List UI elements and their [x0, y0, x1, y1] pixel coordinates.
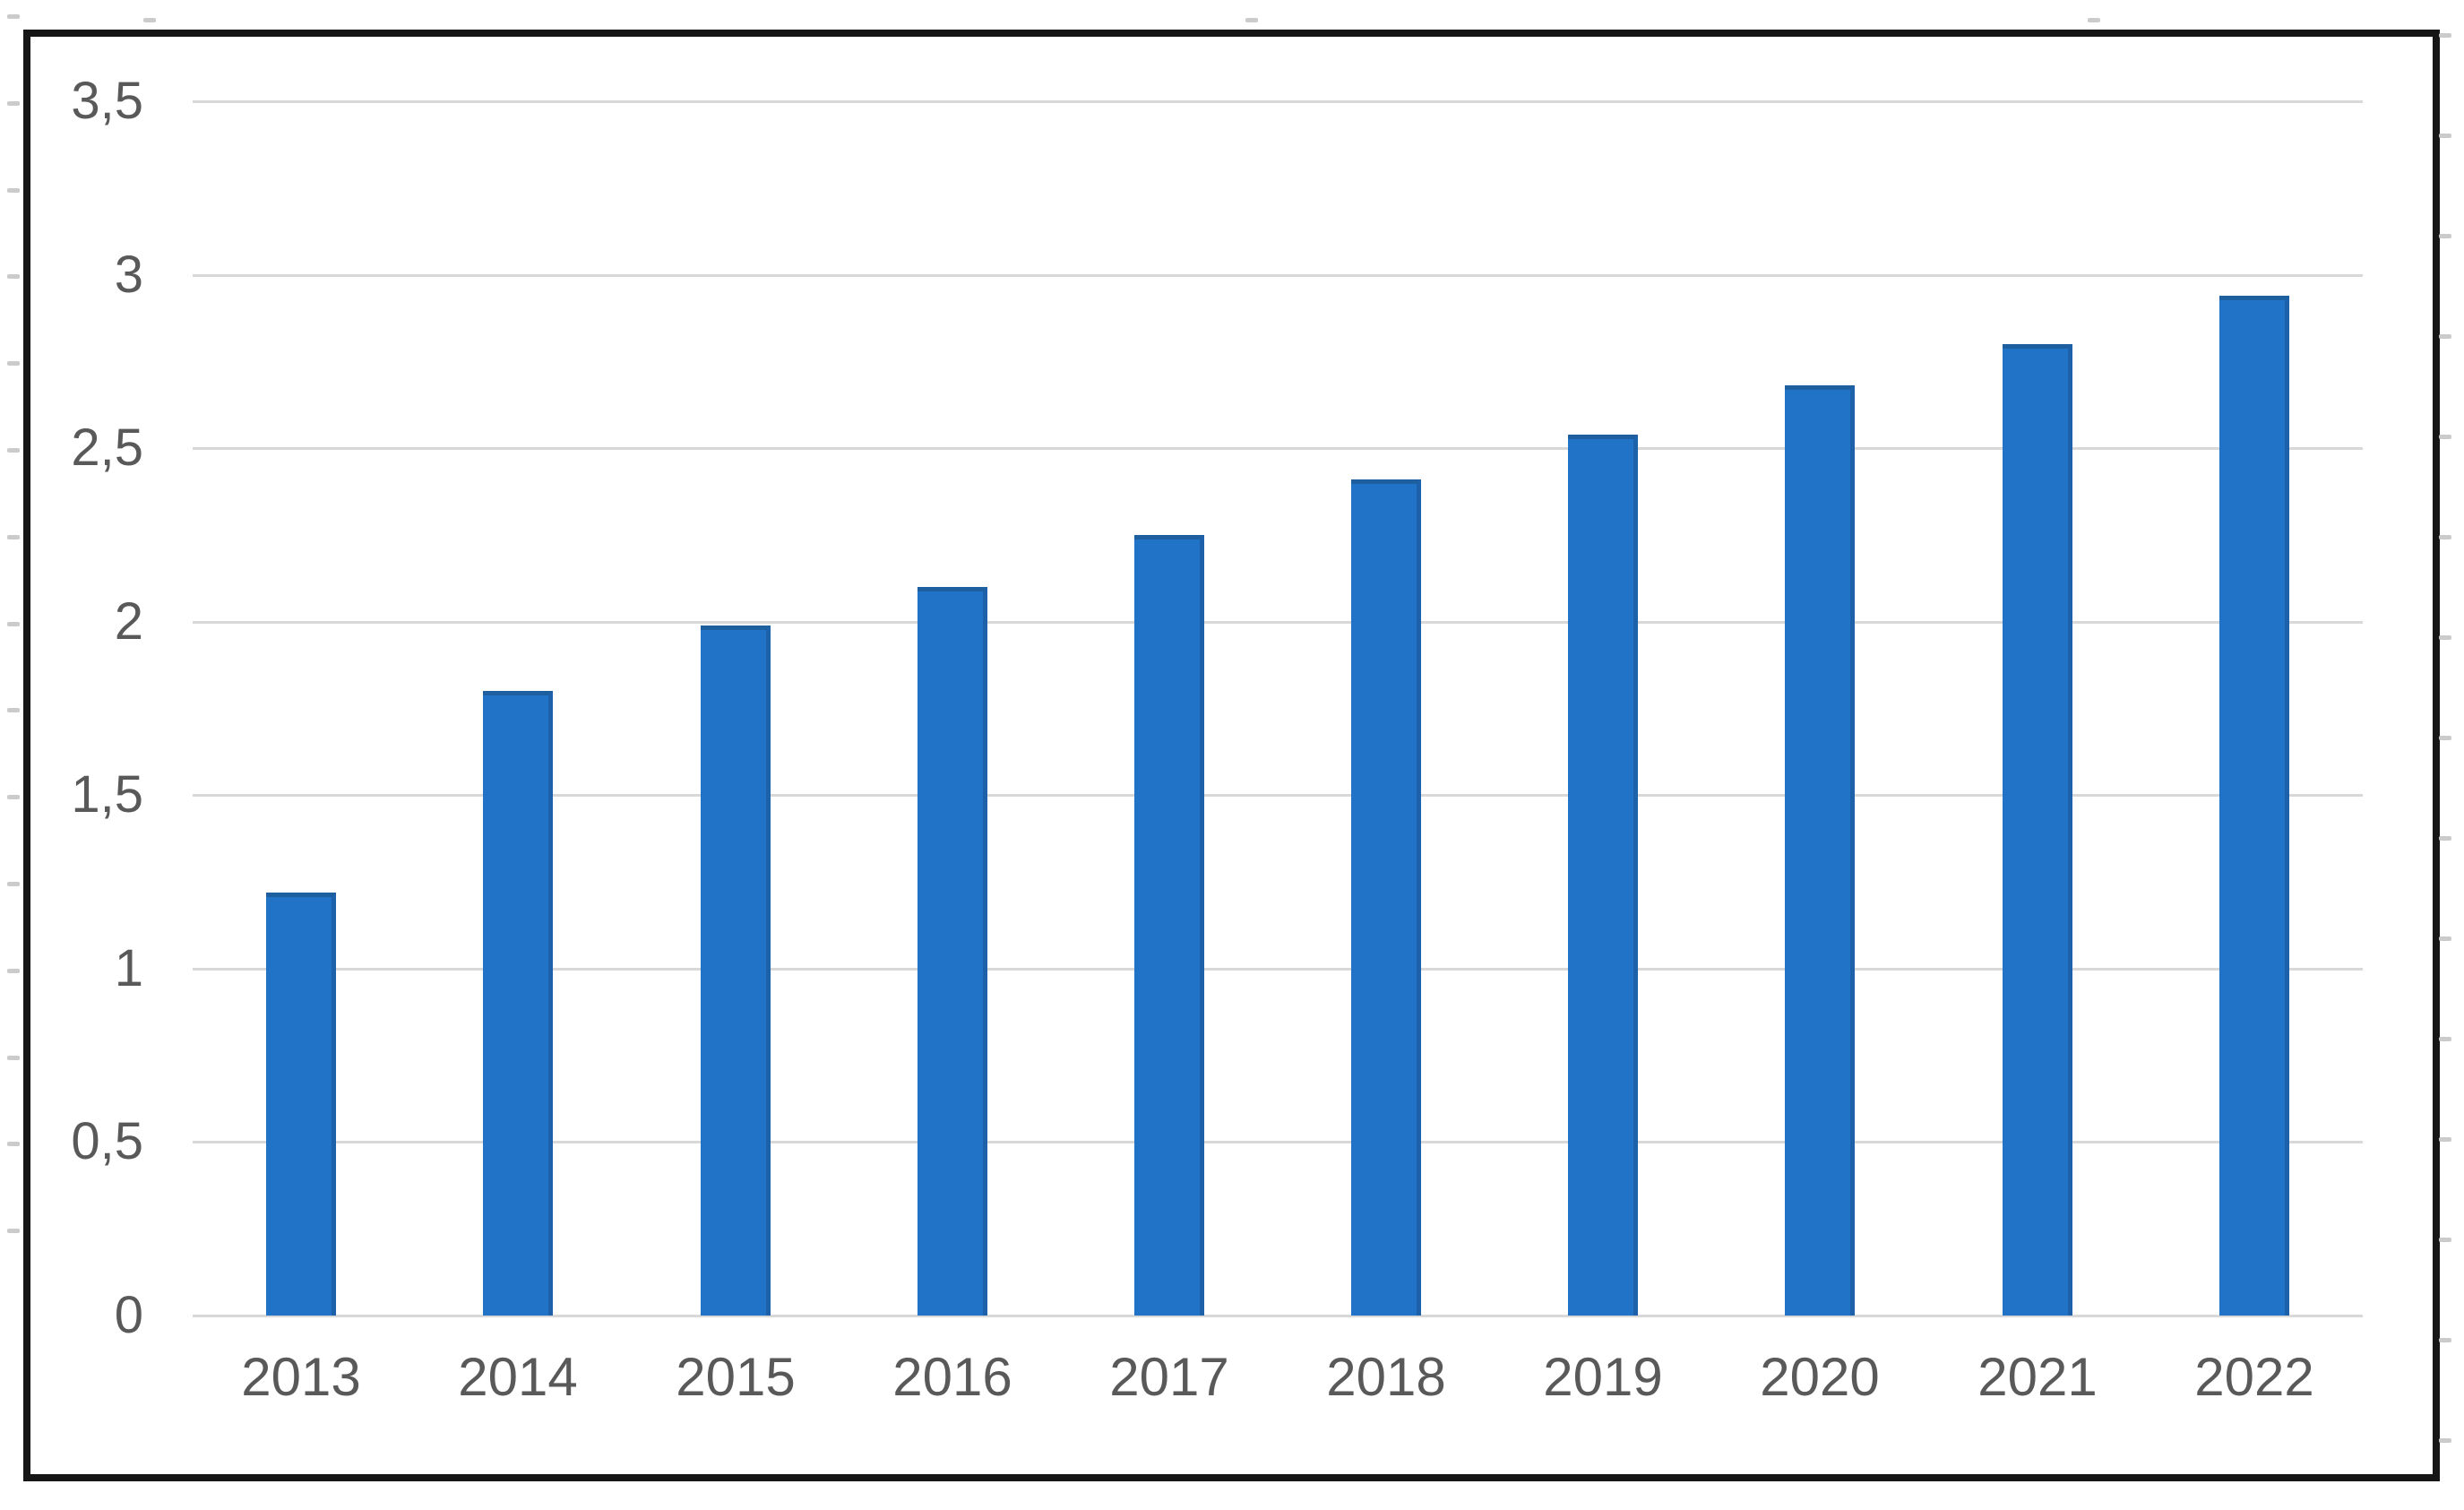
- edge-tick-mark: [7, 274, 20, 279]
- edge-tick-mark: [2439, 836, 2451, 841]
- edge-tick-mark: [143, 18, 156, 22]
- x-tick-label: 2021: [1977, 1347, 2098, 1407]
- edge-tick-mark: [7, 14, 20, 19]
- edge-tick-mark: [2439, 736, 2451, 740]
- gridline: [193, 100, 2363, 103]
- y-tick-label: 0,5: [71, 1112, 143, 1170]
- edge-tick-mark: [7, 1056, 20, 1060]
- edge-tick-mark: [7, 448, 20, 453]
- edge-tick-mark: [2439, 1137, 2451, 1142]
- x-tick-label: 2022: [2194, 1347, 2314, 1407]
- bar-2017: [1134, 535, 1204, 1316]
- edge-tick-mark: [7, 882, 20, 886]
- edge-tick-mark: [7, 622, 20, 626]
- edge-tick-mark: [7, 188, 20, 193]
- edge-tick-mark: [7, 795, 20, 799]
- edge-tick-mark: [2439, 33, 2451, 38]
- gridline: [193, 621, 2363, 624]
- gridline: [193, 794, 2363, 797]
- bar-2022: [2219, 296, 2289, 1316]
- y-tick-label: 0: [114, 1286, 143, 1344]
- edge-tick-mark: [7, 969, 20, 973]
- x-tick-label: 2020: [1760, 1347, 1880, 1407]
- x-tick-label: 2014: [458, 1347, 578, 1407]
- edge-tick-mark: [7, 361, 20, 366]
- x-tick-label: 2018: [1326, 1347, 1446, 1407]
- edge-tick-mark: [2439, 936, 2451, 941]
- x-tick-label: 2016: [892, 1347, 1012, 1407]
- edge-tick-mark: [7, 535, 20, 539]
- gridline: [193, 1141, 2363, 1143]
- x-tick-label: 2015: [676, 1347, 796, 1407]
- edge-tick-mark: [2439, 134, 2451, 138]
- bar-2013: [266, 893, 336, 1316]
- bar-2018: [1351, 479, 1421, 1316]
- gridline: [193, 968, 2363, 971]
- bar-2015: [701, 626, 771, 1316]
- edge-tick-mark: [2439, 1037, 2451, 1041]
- y-tick-label: 2: [114, 592, 143, 651]
- gridline: [193, 274, 2363, 277]
- gridline: [193, 1315, 2363, 1317]
- edge-tick-mark: [2439, 535, 2451, 539]
- y-tick-label: 3,5: [71, 72, 143, 130]
- x-tick-label: 2019: [1543, 1347, 1663, 1407]
- bar-2014: [483, 691, 553, 1316]
- plot-area: [193, 100, 2363, 1317]
- y-tick-label: 2,5: [71, 418, 143, 477]
- edge-tick-mark: [2439, 635, 2451, 640]
- x-tick-label: 2013: [241, 1347, 361, 1407]
- bar-2021: [2003, 344, 2072, 1316]
- y-tick-label: 1,5: [71, 765, 143, 824]
- gridline: [193, 447, 2363, 450]
- edge-tick-mark: [7, 1142, 20, 1146]
- edge-tick-mark: [7, 101, 20, 106]
- edge-tick-mark: [7, 708, 20, 712]
- edge-tick-mark: [2439, 1338, 2451, 1342]
- bar-2019: [1568, 435, 1638, 1316]
- edge-tick-mark: [2439, 435, 2451, 439]
- edge-tick-mark: [2439, 234, 2451, 238]
- y-tick-label: 3: [114, 246, 143, 304]
- edge-tick-mark: [2439, 334, 2451, 339]
- bar-2020: [1785, 385, 1855, 1316]
- edge-tick-mark: [7, 1229, 20, 1233]
- edge-tick-mark: [1245, 18, 1258, 22]
- edge-tick-mark: [2088, 18, 2100, 22]
- bar-2016: [918, 587, 987, 1316]
- x-tick-label: 2017: [1109, 1347, 1229, 1407]
- y-tick-label: 1: [114, 939, 143, 997]
- edge-tick-mark: [2439, 1238, 2451, 1242]
- edge-tick-mark: [2439, 1438, 2451, 1443]
